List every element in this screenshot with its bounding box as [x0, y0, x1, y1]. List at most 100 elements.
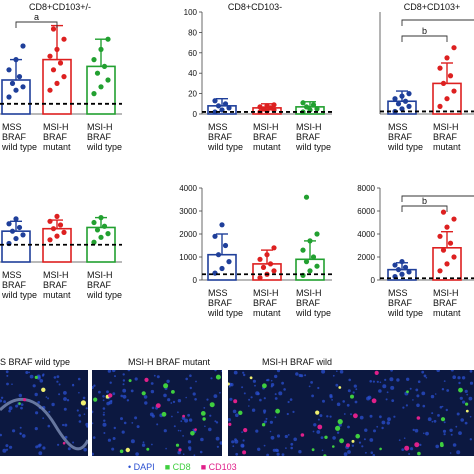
x-category-label: BRAF: [296, 132, 321, 142]
x-category-label: BRAF: [208, 298, 233, 308]
dapi-nucleus: [422, 404, 426, 408]
dapi-nucleus: [257, 392, 260, 396]
data-point-mss: [406, 103, 412, 109]
dapi-nucleus: [354, 400, 358, 404]
dapi-nucleus: [389, 377, 394, 382]
dapi-nucleus: [365, 451, 367, 454]
dapi-nucleus: [48, 410, 51, 413]
dapi-nucleus: [287, 434, 290, 436]
dapi-nucleus: [455, 425, 458, 428]
data-point-msih-wild: [98, 215, 104, 221]
stained-cell: [371, 398, 377, 404]
x-category-label: mutant: [433, 308, 461, 318]
dapi-nucleus: [250, 396, 253, 399]
y-tick-label: 6000: [357, 207, 375, 216]
dapi-nucleus: [0, 399, 3, 403]
dapi-nucleus: [336, 431, 340, 434]
data-point-msih-mutant: [440, 209, 447, 215]
dapi-nucleus: [430, 394, 435, 399]
stained-cell: [351, 439, 355, 443]
dapi-nucleus: [63, 391, 67, 395]
dapi-nucleus: [165, 447, 167, 450]
dapi-nucleus: [243, 392, 246, 395]
dapi-nucleus: [381, 426, 384, 430]
dapi-nucleus: [285, 447, 287, 449]
dapi-nucleus: [290, 446, 293, 450]
x-category-label: BRAF: [87, 132, 112, 142]
dapi-nucleus: [457, 376, 461, 380]
data-point-mss: [212, 98, 218, 104]
significance-label: b: [422, 196, 427, 206]
dapi-nucleus: [35, 411, 39, 415]
dapi-nucleus: [441, 388, 445, 391]
dapi-nucleus: [78, 414, 81, 417]
dapi-nucleus: [229, 397, 233, 401]
data-point-msih-mutant: [47, 53, 53, 59]
dapi-nucleus: [156, 423, 159, 426]
dapi-nucleus: [427, 417, 432, 422]
dapi-nucleus: [184, 418, 189, 423]
dapi-nucleus: [214, 420, 217, 423]
tissue-stain: [0, 370, 88, 456]
cd103-legend-marker: ■: [200, 462, 207, 472]
data-point-msih-mutant: [257, 275, 263, 281]
dapi-nucleus: [143, 395, 148, 399]
dapi-nucleus: [343, 413, 346, 415]
x-category-label: mutant: [43, 290, 71, 300]
dapi-nucleus: [254, 384, 256, 387]
stained-cell: [374, 370, 379, 375]
data-point-mss: [6, 67, 12, 73]
y-tick-label: 1000: [179, 253, 197, 262]
dapi-nucleus: [102, 413, 105, 416]
dapi-nucleus: [379, 415, 382, 419]
stained-cell: [182, 414, 185, 418]
x-category-label: wild type: [1, 290, 37, 300]
data-point-msih-mutant: [61, 229, 67, 235]
y-tick-label: 100: [184, 8, 198, 17]
dapi-nucleus: [331, 399, 333, 401]
dapi-nucleus: [170, 402, 173, 404]
dapi-nucleus: [11, 383, 13, 385]
dapi-nucleus: [177, 399, 182, 403]
dapi-nucleus: [5, 370, 9, 374]
dapi-nucleus: [57, 443, 60, 446]
dapi-nucleus: [41, 374, 45, 377]
dapi-nucleus: [232, 445, 235, 448]
dapi-nucleus: [414, 428, 419, 433]
dapi-nucleus: [363, 438, 366, 441]
data-point-msih-mutant: [264, 252, 270, 258]
stained-cell: [41, 387, 46, 392]
dapi-nucleus: [8, 406, 13, 411]
dapi-nucleus: [270, 379, 273, 382]
dapi-nucleus: [122, 379, 126, 382]
dapi-nucleus: [163, 429, 167, 433]
x-category-label: MSI-H: [87, 270, 113, 280]
dapi-nucleus: [412, 428, 415, 432]
data-point-msih-mutant: [437, 233, 443, 239]
data-point-msih-wild: [91, 57, 97, 63]
dapi-nucleus: [187, 440, 192, 444]
data-point-msih-wild: [314, 263, 320, 269]
dapi-nucleus: [203, 407, 206, 409]
data-point-mss: [392, 262, 398, 268]
cd103-legend-label: CD103: [208, 462, 237, 472]
dapi-nucleus: [272, 448, 276, 452]
dapi-nucleus: [122, 394, 127, 399]
dapi-nucleus: [276, 434, 281, 438]
dapi-nucleus: [92, 452, 94, 456]
dapi-nucleus: [78, 420, 82, 423]
x-category-label: wild type: [207, 142, 243, 152]
dapi-nucleus: [135, 452, 139, 456]
dapi-nucleus: [390, 370, 393, 372]
x-category-label: BRAF: [43, 132, 68, 142]
dapi-nucleus: [82, 396, 86, 400]
dapi-nucleus: [379, 381, 382, 384]
x-category-label: MSI-H: [87, 122, 113, 132]
data-point-msih-mutant: [271, 268, 277, 274]
y-tick-label: 2000: [179, 230, 197, 239]
dapi-nucleus: [248, 398, 251, 401]
stained-cell: [353, 413, 358, 419]
dapi-nucleus: [214, 370, 217, 372]
dapi-nucleus: [180, 420, 183, 423]
